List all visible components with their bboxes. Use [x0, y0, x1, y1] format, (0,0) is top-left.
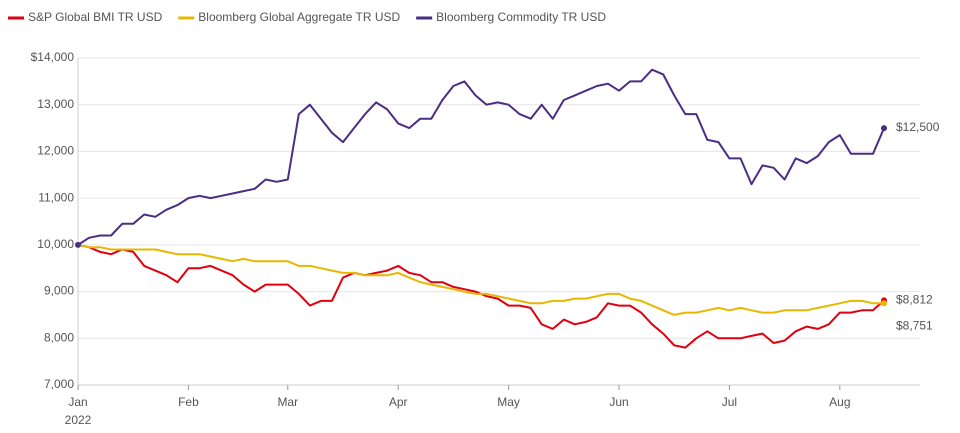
end-point	[881, 300, 887, 307]
y-tick-label: 10,000	[37, 237, 74, 251]
y-tick-label: 9,000	[44, 284, 74, 298]
end-label: $8,751	[896, 319, 933, 333]
x-tick-label: Jul	[722, 395, 737, 409]
y-tick-label: $14,000	[31, 50, 75, 64]
x-tick-label: Jan	[68, 395, 87, 409]
series-line	[77, 243, 885, 316]
y-tick-label: 7,000	[44, 377, 74, 391]
end-label: $12,500	[896, 120, 940, 134]
legend-label: Bloomberg Global Aggregate TR USD	[198, 10, 400, 24]
series-line	[77, 243, 885, 349]
legend-label: Bloomberg Commodity TR USD	[436, 10, 606, 24]
series-line	[77, 68, 885, 246]
x-year-label: 2022	[65, 413, 92, 427]
legend-label: S&P Global BMI TR USD	[28, 10, 163, 24]
x-tick-label: May	[497, 395, 520, 409]
start-point	[75, 241, 81, 248]
y-tick-label: 11,000	[38, 190, 74, 204]
x-tick-label: Feb	[178, 395, 199, 409]
end-label: $8,812	[896, 293, 933, 307]
y-tick-label: 12,000	[37, 144, 74, 158]
x-tick-label: Mar	[277, 395, 298, 409]
y-tick-label: 8,000	[44, 330, 74, 344]
y-tick-label: 13,000	[37, 97, 74, 111]
x-tick-label: Apr	[389, 395, 408, 409]
x-tick-label: Jun	[609, 395, 628, 409]
end-point	[881, 125, 887, 132]
x-tick-label: Aug	[829, 395, 850, 409]
